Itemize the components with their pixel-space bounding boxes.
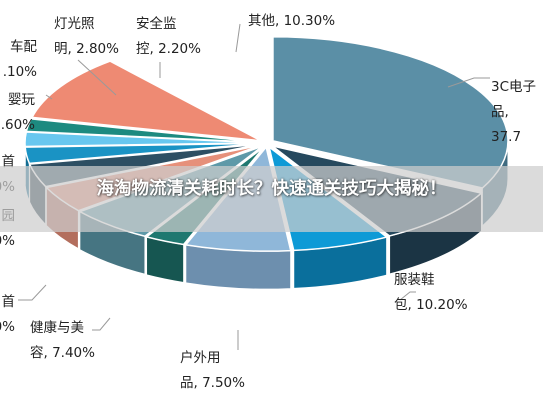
pie-slice-10[interactable] bbox=[25, 118, 261, 144]
slice-label-3c: 3C电子 品, 37.7 bbox=[491, 79, 537, 145]
slice-label-food: 首 0% bbox=[0, 294, 15, 335]
slice-label-lighting: 灯光照 明, 2.80% bbox=[54, 16, 119, 57]
slice-label-health: 健康与美 容, 7.40% bbox=[30, 320, 95, 361]
slice-label-other: 其他, 10.30% bbox=[248, 13, 336, 29]
slice-label-apparel: 服装鞋 包, 10.20% bbox=[394, 272, 468, 313]
slice-label-baby: 婴玩 .60% bbox=[0, 92, 35, 133]
slice-label-outdoor: 户外用 品, 7.50% bbox=[180, 350, 245, 391]
slice-label-auto: 车配 .10% bbox=[2, 39, 37, 80]
title-banner bbox=[0, 166, 543, 232]
slice-label-security: 安全监 控, 2.20% bbox=[136, 16, 201, 57]
banner-title[interactable]: 海淘物流清关耗时长？快速通关技巧大揭秘！ bbox=[96, 179, 447, 199]
